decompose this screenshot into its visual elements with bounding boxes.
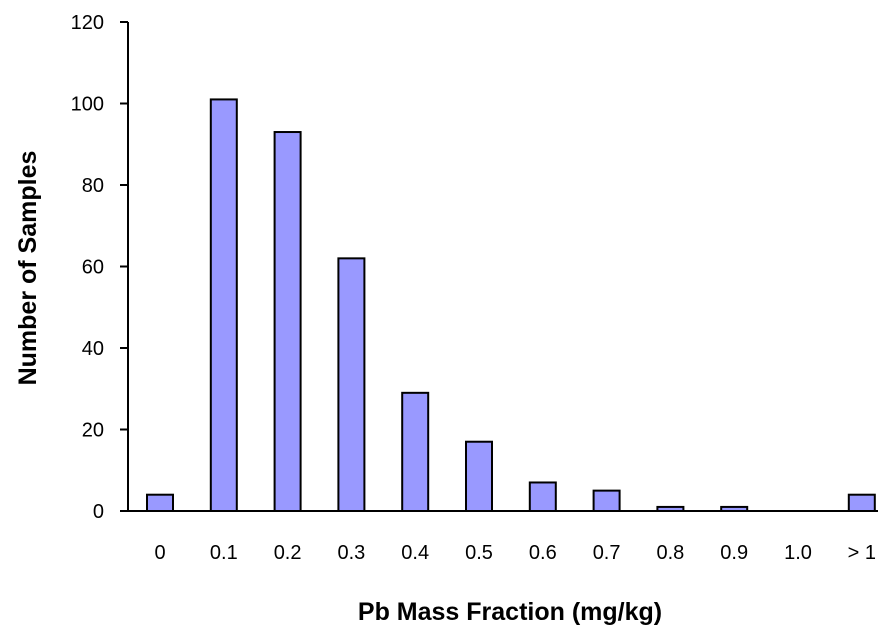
y-axis-ticks: 0 20 40 60 80 100 120 [71,12,128,523]
y-tick-label: 120 [71,12,104,34]
x-tick-label: 0.2 [274,542,302,564]
bar-0-7 [592,489,621,512]
bar-0-2 [273,131,302,512]
y-tick-label: 80 [82,175,104,197]
bar-0-6 [528,481,557,513]
y-tick-label: 0 [93,501,104,523]
x-tick-label: 0.6 [529,542,557,564]
x-tick-label: 0.8 [656,542,684,564]
bar-0-5 [465,440,493,513]
x-tick-label: 0.9 [720,542,748,564]
x-tick-label: 0.7 [593,542,621,564]
x-tick-label: 0.5 [465,542,493,564]
y-axis-title: Number of Samples [14,151,42,386]
x-axis-title: Pb Mass Fraction (mg/kg) [358,598,662,626]
x-tick-label: 0 [154,542,165,564]
y-tick-label: 100 [71,94,104,116]
x-tick-label: 0.4 [401,542,429,564]
y-tick-label: 60 [82,257,104,279]
x-tick-label: 1.0 [784,542,812,564]
x-tick-label: > 1 [848,542,876,564]
bar-0-1 [209,98,238,513]
y-tick-label: 40 [82,338,104,360]
bar-0 [146,493,174,513]
y-tick-label: 20 [82,420,104,442]
bar-0-4 [401,391,430,513]
x-axis-tick-labels: 0 0.1 0.2 0.3 0.4 0.5 0.6 0.7 0.8 0.9 1.0 > 1 [154,542,876,564]
bars [146,98,876,513]
x-tick-label: 0.3 [337,542,365,564]
x-tick-label: 0.1 [210,542,238,564]
bar-1 [847,493,876,513]
bar-0-3 [337,257,366,512]
